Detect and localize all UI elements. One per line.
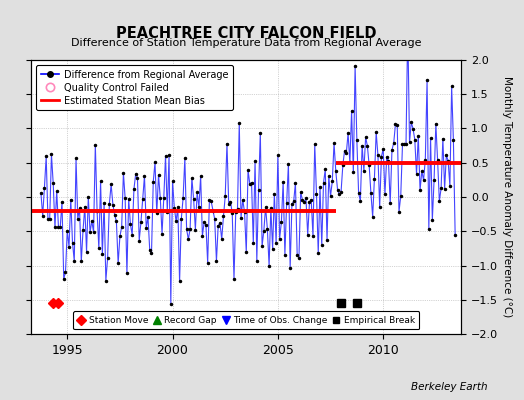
Text: Berkeley Earth: Berkeley Earth [411,382,487,392]
Y-axis label: Monthly Temperature Anomaly Difference (°C): Monthly Temperature Anomaly Difference (… [502,76,512,318]
Text: Difference of Station Temperature Data from Regional Average: Difference of Station Temperature Data f… [71,38,421,48]
Text: PEACHTREE CITY FALCON FIELD: PEACHTREE CITY FALCON FIELD [116,26,377,41]
Legend: Station Move, Record Gap, Time of Obs. Change, Empirical Break: Station Move, Record Gap, Time of Obs. C… [73,312,419,330]
